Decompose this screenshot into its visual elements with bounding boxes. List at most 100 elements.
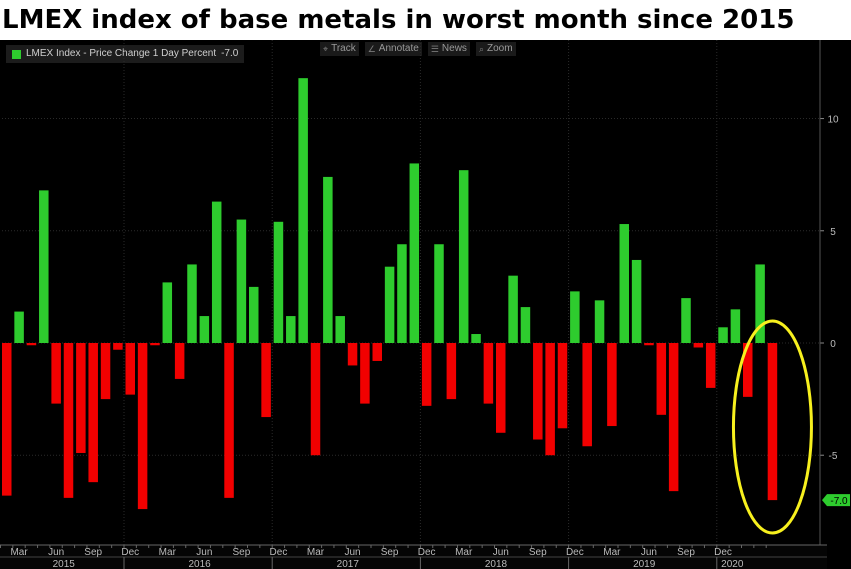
bar — [199, 316, 210, 343]
track-label: Track — [331, 43, 356, 54]
pencil-icon: ∠ — [367, 44, 376, 54]
x-tick-label: Sep — [677, 547, 695, 558]
x-tick-label: Sep — [381, 547, 399, 558]
bar — [261, 343, 271, 418]
bar — [88, 343, 98, 483]
news-button[interactable]: ☰ News — [427, 42, 470, 56]
x-tick-label: Sep — [233, 547, 251, 558]
bar — [211, 201, 222, 343]
bar — [730, 309, 741, 343]
grid-lines — [2, 40, 820, 545]
x-tick-label: Dec — [566, 547, 584, 558]
x-year-label: 2019 — [633, 559, 656, 569]
bar — [545, 343, 555, 456]
bar — [668, 343, 679, 492]
legend-swatch — [12, 49, 21, 59]
y-tick-label: 10 — [827, 115, 839, 126]
x-tick-label: Dec — [714, 547, 732, 558]
legend: LMEX Index - Price Change 1 Day Percent … — [6, 45, 245, 63]
x-tick-label: Dec — [270, 547, 288, 558]
bars — [2, 78, 778, 510]
bar — [360, 343, 370, 404]
bar — [483, 343, 494, 404]
zoom-icon: ⌕ — [478, 44, 484, 54]
chart-toolbar: ⌖ Track ∠ Annotate ☰ News ⌕ Zoom — [320, 42, 516, 56]
x-tick-label: Sep — [529, 547, 547, 558]
bar — [347, 343, 358, 366]
bar — [743, 343, 753, 397]
bar — [409, 163, 420, 343]
chart-title: LMEX index of base metals in worst month… — [0, 0, 851, 40]
last-value-label: -7.0 — [830, 496, 848, 507]
x-year-label: 2020 — [721, 559, 744, 569]
x-tick-label: Mar — [307, 547, 325, 558]
crosshair-icon: ⌖ — [323, 44, 329, 54]
zoom-button[interactable]: ⌕ Zoom — [475, 42, 516, 56]
bar — [26, 343, 37, 346]
x-year-label: 2017 — [337, 559, 360, 569]
bar — [2, 343, 12, 496]
bar — [570, 291, 580, 343]
bar — [51, 343, 61, 404]
bar — [39, 190, 49, 343]
bar — [76, 343, 86, 453]
legend-value: -7.0 — [221, 48, 239, 59]
annotate-label: Annotate — [378, 43, 419, 54]
x-tick-label: Mar — [455, 547, 473, 558]
x-year-label: 2018 — [485, 559, 508, 569]
bar — [384, 266, 395, 343]
bar — [594, 300, 605, 343]
bar — [631, 259, 642, 343]
bar — [125, 343, 135, 395]
bar — [681, 298, 691, 343]
legend-label: LMEX Index - Price Change 1 Day Percent — [26, 48, 217, 59]
bar — [286, 316, 296, 343]
bar — [421, 343, 432, 406]
bar — [113, 343, 123, 350]
x-tick-label: Sep — [84, 547, 102, 558]
bar — [619, 224, 629, 343]
x-tick-label: Jun — [196, 547, 212, 558]
bar — [767, 343, 778, 501]
bar — [693, 343, 704, 348]
bar — [508, 275, 518, 343]
y-tick-label: 5 — [830, 227, 836, 238]
news-icon: ☰ — [430, 44, 439, 54]
bar — [755, 264, 765, 343]
bar — [236, 219, 247, 343]
bar — [63, 343, 74, 498]
bar — [520, 307, 531, 343]
bar — [249, 286, 259, 343]
bar — [644, 343, 654, 346]
bar — [150, 343, 160, 346]
x-tick-label: Dec — [418, 547, 436, 558]
bar — [273, 221, 284, 343]
bar — [557, 343, 568, 429]
last-value-tag — [822, 494, 850, 507]
bar — [335, 316, 345, 343]
x-tick-label: Jun — [493, 547, 509, 558]
bar — [582, 343, 592, 447]
bar — [100, 343, 111, 400]
bar — [397, 244, 407, 343]
bar — [174, 343, 185, 379]
bar — [705, 343, 716, 388]
bar — [323, 176, 333, 343]
bar — [446, 343, 457, 400]
annotate-button[interactable]: ∠ Annotate — [364, 42, 422, 56]
zoom-label: Zoom — [486, 43, 513, 54]
bar — [434, 244, 444, 343]
bar — [533, 343, 543, 440]
bar — [14, 311, 24, 343]
y-tick-label: -5 — [829, 451, 838, 462]
bar — [137, 343, 148, 510]
axes: -5 0 5 10 Mar Jun Sep Dec Mar Jun Sep Dec Mar Jun Sep D… — [0, 40, 850, 569]
y-tick-label: 0 — [830, 339, 836, 350]
bar — [718, 327, 728, 343]
bar — [458, 170, 469, 343]
x-tick-label: Mar — [10, 547, 28, 558]
track-button[interactable]: ⌖ Track — [320, 42, 359, 56]
x-year-label: 2016 — [188, 559, 211, 569]
bar — [656, 343, 667, 415]
